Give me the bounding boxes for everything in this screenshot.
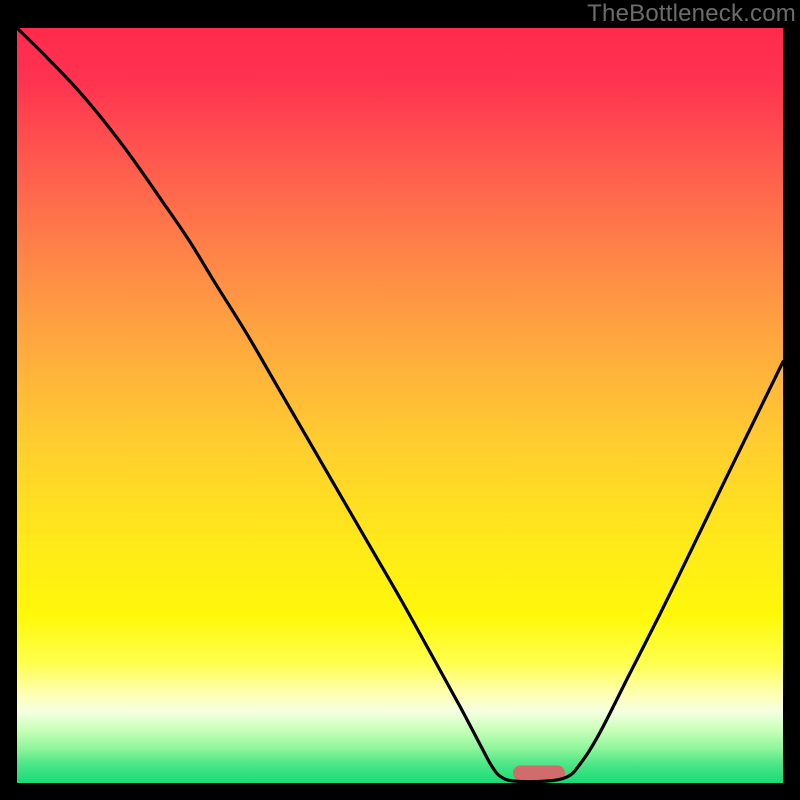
chart-border-bottom: [0, 783, 800, 800]
chart-border-right: [783, 28, 800, 783]
bottleneck-curve: [17, 28, 783, 783]
chart-plot-area: [17, 28, 783, 783]
watermark-text: TheBottleneck.com: [587, 0, 796, 28]
chart-border-left: [0, 28, 17, 783]
